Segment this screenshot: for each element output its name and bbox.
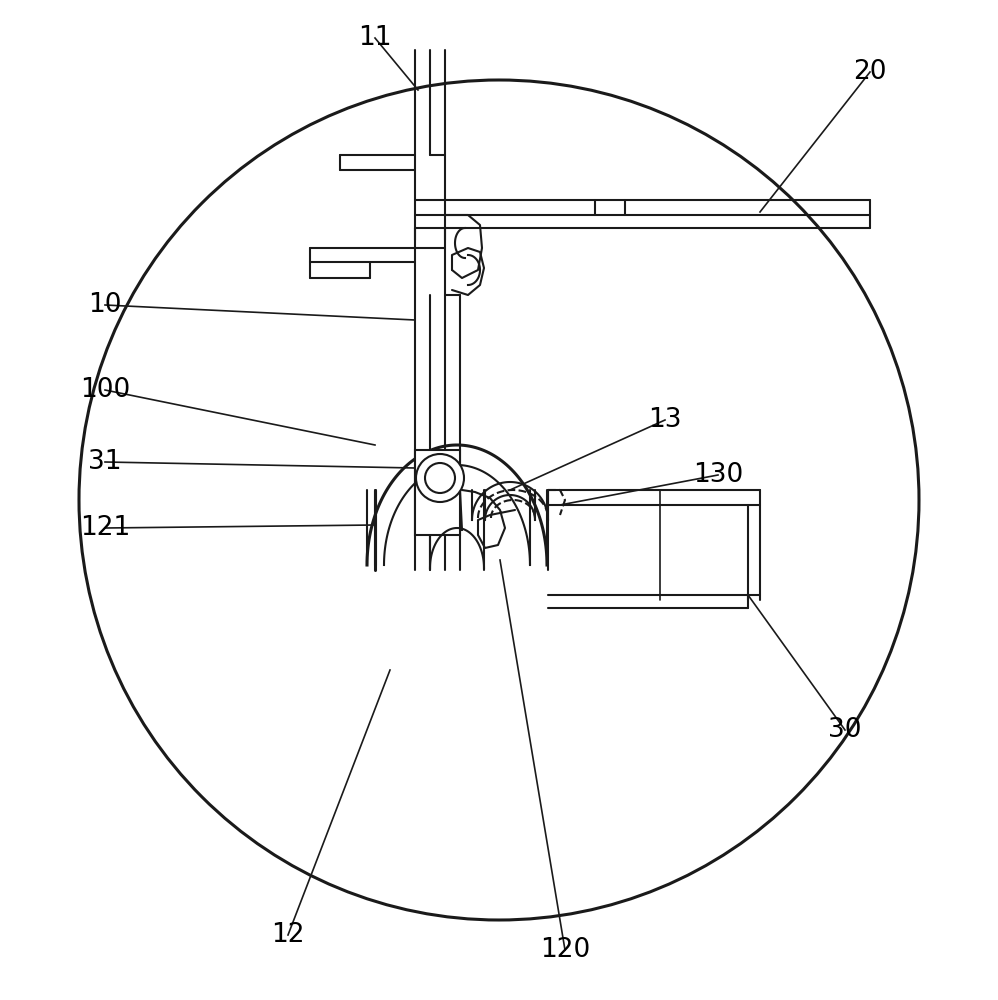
Text: 30: 30 [828,717,861,743]
Text: 120: 120 [540,937,590,963]
Text: 20: 20 [853,59,887,85]
Circle shape [425,463,455,493]
Text: 11: 11 [358,25,392,51]
Text: 12: 12 [271,922,304,948]
Text: 130: 130 [693,462,744,488]
Text: 31: 31 [88,449,122,475]
Circle shape [416,454,464,502]
Circle shape [79,80,919,920]
Text: 100: 100 [80,377,130,403]
Text: 13: 13 [649,407,682,433]
Text: 121: 121 [80,515,130,541]
Text: 10: 10 [88,292,122,318]
Bar [415,450,460,535]
